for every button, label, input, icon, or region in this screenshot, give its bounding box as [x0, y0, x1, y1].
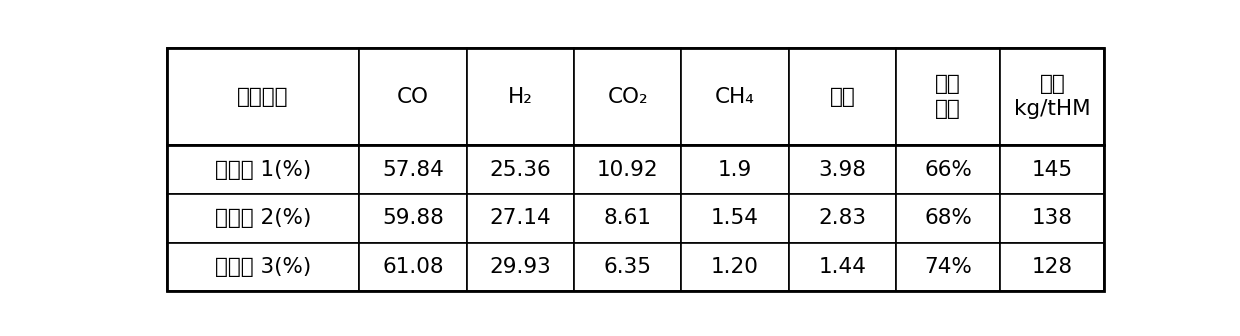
Bar [574, 145, 681, 194]
Text: CO₂: CO₂ [608, 87, 649, 107]
Bar [166, 194, 360, 243]
Text: 66%: 66% [924, 160, 972, 180]
Bar [681, 194, 789, 243]
Bar [789, 145, 897, 194]
Text: 其它: 其它 [830, 87, 856, 107]
Text: 1.44: 1.44 [818, 257, 867, 277]
Text: 实施例 1(%): 实施例 1(%) [215, 160, 311, 180]
Text: 74%: 74% [924, 257, 972, 277]
Text: CO: CO [397, 87, 429, 107]
Bar [789, 48, 897, 145]
Text: kg/tHM: kg/tHM [1014, 99, 1091, 119]
Bar [897, 145, 1001, 194]
Text: 化率: 化率 [935, 99, 961, 119]
Bar [789, 243, 897, 291]
Text: 59.88: 59.88 [382, 208, 444, 228]
Text: 2.83: 2.83 [818, 208, 867, 228]
Text: 8.61: 8.61 [604, 208, 652, 228]
Text: 1.54: 1.54 [711, 208, 759, 228]
Bar [360, 243, 466, 291]
Bar [1001, 194, 1105, 243]
Text: 实施例 2(%): 实施例 2(%) [215, 208, 311, 228]
Bar [360, 194, 466, 243]
Bar [166, 243, 360, 291]
Text: 煤气成分: 煤气成分 [237, 87, 289, 107]
Bar [681, 48, 789, 145]
Text: 145: 145 [1032, 160, 1073, 180]
Bar [466, 194, 574, 243]
Text: 25.36: 25.36 [490, 160, 552, 180]
Text: 实施例 3(%): 实施例 3(%) [215, 257, 311, 277]
Bar [360, 145, 466, 194]
Text: 138: 138 [1032, 208, 1073, 228]
Text: 61.08: 61.08 [382, 257, 444, 277]
Bar [466, 145, 574, 194]
Bar [1001, 243, 1105, 291]
Bar [789, 194, 897, 243]
Text: 3.98: 3.98 [818, 160, 867, 180]
Bar [466, 48, 574, 145]
Bar [1001, 145, 1105, 194]
Bar [897, 48, 1001, 145]
Text: 27.14: 27.14 [490, 208, 552, 228]
Bar [681, 145, 789, 194]
Text: 68%: 68% [924, 208, 972, 228]
Bar [166, 48, 360, 145]
Bar [681, 243, 789, 291]
Bar [574, 194, 681, 243]
Text: 128: 128 [1032, 257, 1073, 277]
Bar [166, 145, 360, 194]
Bar [897, 243, 1001, 291]
Text: 57.84: 57.84 [382, 160, 444, 180]
Bar [466, 243, 574, 291]
Bar [1001, 48, 1105, 145]
Text: 1.20: 1.20 [711, 257, 759, 277]
Bar [574, 243, 681, 291]
Text: H₂: H₂ [508, 87, 533, 107]
Text: CH₄: CH₄ [715, 87, 755, 107]
Text: 金属: 金属 [935, 74, 961, 94]
Text: 10.92: 10.92 [596, 160, 658, 180]
Text: 1.9: 1.9 [718, 160, 753, 180]
Text: 6.35: 6.35 [604, 257, 652, 277]
Bar [360, 48, 466, 145]
Text: 焦比: 焦比 [1039, 74, 1065, 94]
Bar [574, 48, 681, 145]
Text: 29.93: 29.93 [490, 257, 552, 277]
Bar [897, 194, 1001, 243]
